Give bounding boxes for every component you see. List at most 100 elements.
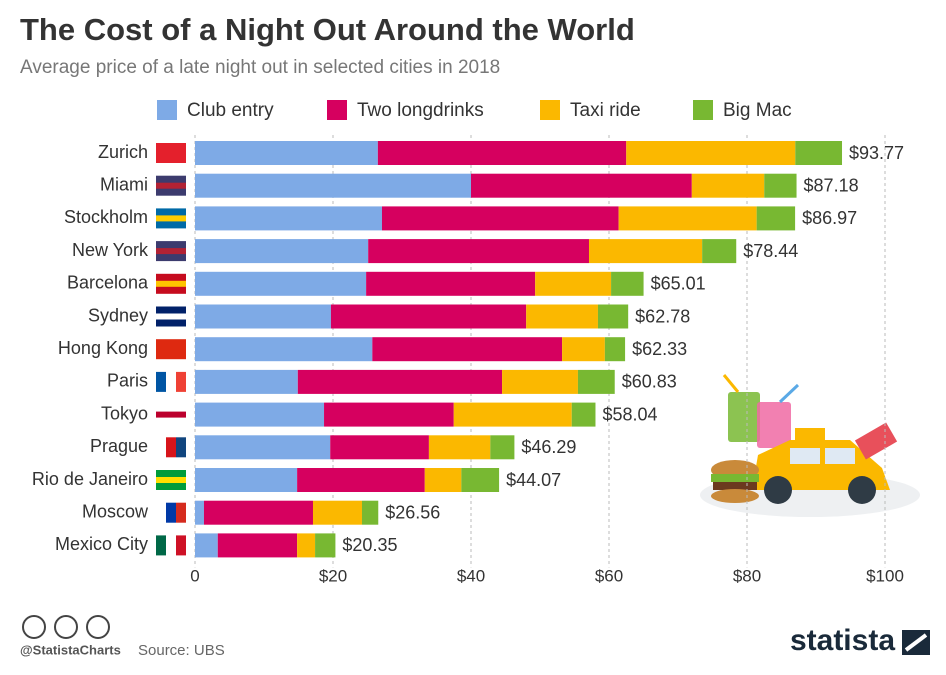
legend-label: Two longdrinks bbox=[357, 100, 484, 121]
category-label: Zurich bbox=[98, 142, 148, 162]
bar-segment bbox=[756, 206, 796, 231]
source: Source: UBS bbox=[138, 642, 225, 659]
flag-part bbox=[166, 535, 176, 556]
x-tick-label: $20 bbox=[319, 566, 347, 585]
flag-part bbox=[156, 248, 186, 255]
bar-segment bbox=[195, 206, 382, 231]
total-label: $26.56 bbox=[385, 502, 440, 522]
bar-segment bbox=[195, 369, 298, 394]
category-label: Rio de Janeiro bbox=[32, 469, 148, 489]
total-label: $46.29 bbox=[521, 437, 576, 457]
bar-segment bbox=[588, 239, 703, 264]
bar-segment bbox=[381, 206, 619, 231]
flag-part bbox=[166, 371, 176, 392]
bar-segment bbox=[618, 206, 757, 231]
flag bbox=[156, 470, 186, 490]
bar-segment bbox=[315, 533, 336, 558]
bar-segment bbox=[195, 468, 298, 492]
footer: @StatistaCharts Source: UBS statista bbox=[20, 615, 930, 659]
flag bbox=[156, 175, 186, 196]
illustration bbox=[700, 374, 920, 517]
total-label: $58.04 bbox=[602, 404, 657, 424]
bar-segment bbox=[571, 402, 596, 427]
bar-segment bbox=[195, 337, 373, 362]
bar-segment bbox=[604, 337, 626, 362]
bar-segment bbox=[562, 337, 605, 362]
bar-segment bbox=[626, 141, 796, 165]
bar-segment bbox=[577, 369, 615, 394]
total-label: $86.97 bbox=[802, 208, 857, 228]
flag-part bbox=[166, 437, 176, 458]
flag-part bbox=[156, 502, 166, 523]
category-label: Tokyo bbox=[101, 403, 148, 423]
flag bbox=[156, 208, 186, 229]
legend-swatch bbox=[540, 100, 560, 120]
category-label: Barcelona bbox=[67, 273, 149, 293]
handle: @StatistaCharts bbox=[20, 642, 121, 657]
bar-segment bbox=[764, 173, 797, 198]
flag-part bbox=[156, 411, 186, 418]
category-label: Prague bbox=[90, 436, 148, 456]
x-tick-label: $60 bbox=[595, 566, 623, 585]
bar-segment bbox=[502, 369, 578, 394]
category-label: Stockholm bbox=[64, 207, 148, 227]
x-tick-label: 0 bbox=[190, 566, 199, 585]
legend-label: Club entry bbox=[187, 100, 274, 121]
bar-segment bbox=[526, 304, 598, 329]
bar-segment bbox=[453, 402, 572, 427]
x-tick-label: $100 bbox=[866, 566, 904, 585]
bar-segment bbox=[195, 239, 369, 264]
flag-part bbox=[156, 371, 166, 392]
legend-label: Taxi ride bbox=[570, 100, 641, 121]
flag-part bbox=[156, 143, 186, 163]
chart-title: The Cost of a Night Out Around the World bbox=[20, 12, 635, 47]
flag-part bbox=[176, 437, 186, 458]
bar-segment bbox=[195, 304, 331, 329]
bar-segment bbox=[195, 533, 218, 558]
bar-segment bbox=[195, 435, 331, 460]
legend-swatch bbox=[693, 100, 713, 120]
bar-segment bbox=[195, 173, 471, 198]
bar-segment bbox=[195, 141, 378, 165]
legend-label: Big Mac bbox=[723, 100, 792, 121]
bar-segment bbox=[597, 304, 629, 329]
x-tick-label: $80 bbox=[733, 566, 761, 585]
bar-segment bbox=[195, 271, 367, 296]
flag-part bbox=[156, 339, 186, 360]
bar-segment bbox=[461, 468, 500, 492]
bar-segment bbox=[428, 435, 491, 460]
total-label: $78.44 bbox=[743, 241, 798, 261]
bar-segment bbox=[611, 271, 644, 296]
bar-segment bbox=[471, 173, 692, 198]
flag-part bbox=[156, 535, 166, 556]
bar-segment bbox=[368, 239, 589, 264]
category-label: Mexico City bbox=[55, 534, 148, 554]
bar-segment bbox=[535, 271, 612, 296]
bar-segment bbox=[361, 500, 379, 525]
bar-segment bbox=[372, 337, 563, 362]
flag bbox=[156, 339, 186, 360]
flag bbox=[156, 241, 186, 262]
bar-segment bbox=[490, 435, 515, 460]
chart-subtitle: Average price of a late night out in sel… bbox=[20, 57, 500, 78]
bar-segment bbox=[297, 369, 503, 394]
total-label: $62.33 bbox=[632, 339, 687, 359]
flag-part bbox=[156, 313, 186, 320]
legend-swatch bbox=[327, 100, 347, 120]
brand: statista bbox=[790, 624, 895, 657]
flag bbox=[156, 404, 186, 425]
total-label: $60.83 bbox=[622, 372, 677, 392]
bar-segment bbox=[297, 468, 425, 492]
flag bbox=[156, 306, 186, 327]
bar-segment bbox=[795, 141, 843, 165]
total-label: $62.78 bbox=[635, 306, 690, 326]
x-tick-label: $40 bbox=[457, 566, 485, 585]
bar-segment bbox=[203, 500, 313, 525]
legend-swatch bbox=[157, 100, 177, 120]
bar-segment bbox=[217, 533, 298, 558]
bar-segment bbox=[691, 173, 765, 198]
total-label: $65.01 bbox=[651, 274, 706, 294]
flag-part bbox=[166, 502, 176, 523]
flag bbox=[156, 535, 186, 556]
